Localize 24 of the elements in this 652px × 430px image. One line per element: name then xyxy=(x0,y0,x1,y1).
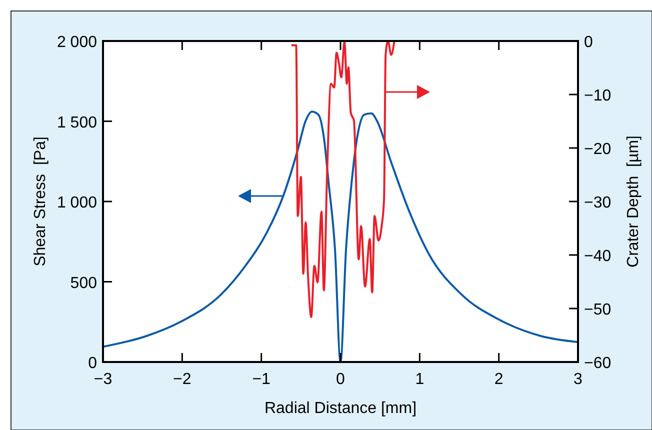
y-tick-label: 500 xyxy=(70,274,98,292)
y-tick-label: 1 500 xyxy=(56,114,98,132)
y2-tick-label: −20 xyxy=(584,141,612,158)
x-tick-label: 3 xyxy=(574,371,583,388)
y-tick-label: 2 000 xyxy=(56,34,98,51)
x-tick-label: −1 xyxy=(252,371,271,388)
x-tick-label: 1 xyxy=(415,371,424,388)
y2-axis-title: Crater Depth [µm] xyxy=(625,136,642,268)
y2-tick-label: −40 xyxy=(584,248,612,265)
y2-tick-label: −10 xyxy=(584,88,612,104)
x-tick-label: −2 xyxy=(173,371,192,388)
x-tick-label: 2 xyxy=(494,371,504,388)
x-tick-label: −3 xyxy=(94,371,112,388)
y2-tick-label: −30 xyxy=(584,194,612,212)
y2-tick-label: 0 xyxy=(584,34,593,51)
line-series xyxy=(290,40,396,318)
line-series xyxy=(102,110,579,363)
y-tick-label: 0 xyxy=(88,355,98,372)
x-tick-label: 0 xyxy=(336,371,346,388)
y-tick-label: 1 000 xyxy=(56,194,98,212)
y2-tick-label: −60 xyxy=(584,355,612,372)
y2-tick-label: −50 xyxy=(584,302,612,318)
x-axis-title: Radial Distance [mm] xyxy=(264,400,417,417)
y-axis-title: Shear Stress [Pa] xyxy=(32,136,49,266)
